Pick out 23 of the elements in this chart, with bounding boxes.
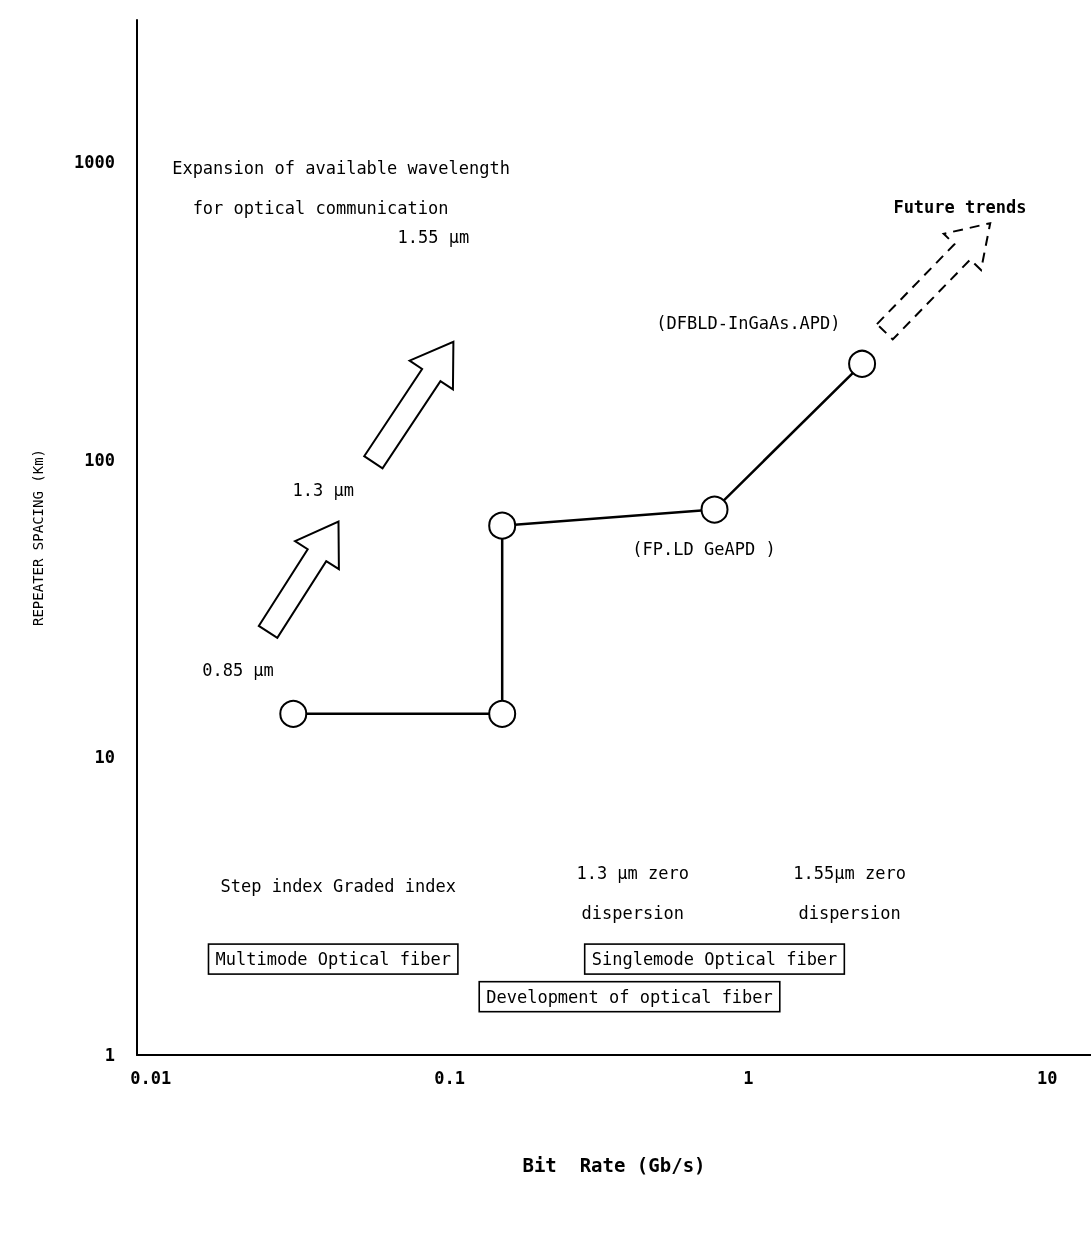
annotation: 1.55 µm (397, 227, 470, 248)
annotation: Step index Graded index (220, 875, 456, 896)
annotation: Multimode Optical fiber (215, 949, 451, 970)
annotation: 0.85 µm (202, 660, 274, 681)
annotation: Singlemode Optical fiber (591, 949, 838, 970)
y-tick-label: 1000 (74, 152, 115, 173)
y-tick-label: 10 (94, 747, 115, 768)
annotation: Development of optical fiber (486, 986, 773, 1007)
annotation: (DFBLD-InGaAs.APD) (656, 312, 841, 333)
annotation: 1.3 µm (292, 480, 354, 501)
y-axis-title: REPEATER SPACING (Km) (30, 448, 46, 627)
x-tick-label: 0.1 (434, 1067, 465, 1088)
annotation: Expansion of available wavelength for optical communication (172, 157, 510, 218)
x-axis-title: Bit Rate (Gb/s) (522, 1153, 706, 1176)
annotation: 1.55µm zero dispersion (793, 863, 906, 924)
annotation: (FP.LD GeAPD ) (632, 539, 776, 560)
y-tick-label: 1 (104, 1045, 115, 1065)
annotation: Future trends (893, 196, 1027, 217)
y-tick-label: 100 (84, 449, 115, 470)
x-tick-label: 10 (1037, 1067, 1058, 1088)
annotation: 1.3 µm zero dispersion (576, 863, 690, 924)
x-tick-label: 0.01 (130, 1067, 172, 1088)
x-tick-label: 1 (743, 1067, 754, 1088)
